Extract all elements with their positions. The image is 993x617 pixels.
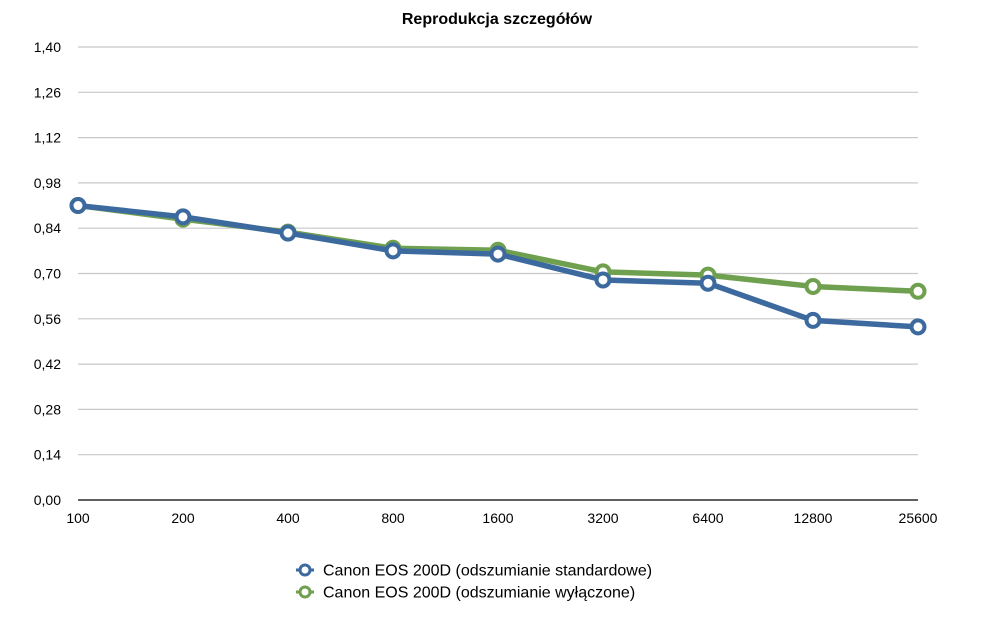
data-point xyxy=(69,197,87,215)
chart-title: Reprodukcja szczegółów xyxy=(402,11,593,28)
x-tick-label: 200 xyxy=(171,510,195,526)
data-point xyxy=(804,311,822,329)
y-tick-label: 1,12 xyxy=(34,130,61,146)
data-point xyxy=(279,224,297,242)
x-tick-label: 800 xyxy=(381,510,405,526)
y-tick-label: 1,26 xyxy=(34,84,61,100)
x-tick-label: 1600 xyxy=(482,510,513,526)
data-point xyxy=(804,277,822,295)
x-tick-label: 100 xyxy=(66,510,90,526)
series-lines xyxy=(69,197,927,336)
data-point xyxy=(909,282,927,300)
data-point xyxy=(909,318,927,336)
y-tick-label: 1,40 xyxy=(34,39,61,55)
y-tick-label: 0,28 xyxy=(34,401,61,417)
grid xyxy=(78,46,918,501)
y-axis-ticks: 0,00 0,14 0,28 0,42 0,56 0,70 0,84 0,98 1,12 1,26… xyxy=(34,39,61,508)
x-tick-label: 400 xyxy=(276,510,300,526)
y-tick-label: 0,98 xyxy=(34,175,61,191)
y-tick-label: 0,84 xyxy=(34,220,61,236)
y-tick-label: 0,00 xyxy=(34,492,61,508)
series-1 xyxy=(69,197,927,336)
legend-marker-icon xyxy=(298,563,312,577)
data-point xyxy=(489,245,507,263)
y-tick-label: 0,56 xyxy=(34,311,61,327)
legend-label: Canon EOS 200D (odszumianie wyłączone) xyxy=(323,585,635,602)
legend: Canon EOS 200D (odszumianie standardowe)… xyxy=(296,563,652,602)
y-tick-label: 0,70 xyxy=(34,266,61,282)
x-tick-label: 12800 xyxy=(794,510,833,526)
legend-item: Canon EOS 200D (odszumianie standardowe) xyxy=(296,563,652,580)
y-tick-label: 0,42 xyxy=(34,356,61,372)
x-tick-label: 25600 xyxy=(899,510,938,526)
x-tick-label: 3200 xyxy=(587,510,618,526)
x-axis-ticks: 100 200 400 800 1600 3200 6400 12800 25600 xyxy=(66,510,937,526)
data-point xyxy=(699,274,717,292)
data-point xyxy=(174,208,192,226)
legend-label: Canon EOS 200D (odszumianie standardowe) xyxy=(323,563,652,580)
legend-marker-icon xyxy=(298,585,312,599)
x-tick-label: 6400 xyxy=(692,510,723,526)
data-point xyxy=(594,271,612,289)
legend-item: Canon EOS 200D (odszumianie wyłączone) xyxy=(296,585,635,602)
data-point xyxy=(384,242,402,260)
y-tick-label: 0,14 xyxy=(34,447,61,463)
